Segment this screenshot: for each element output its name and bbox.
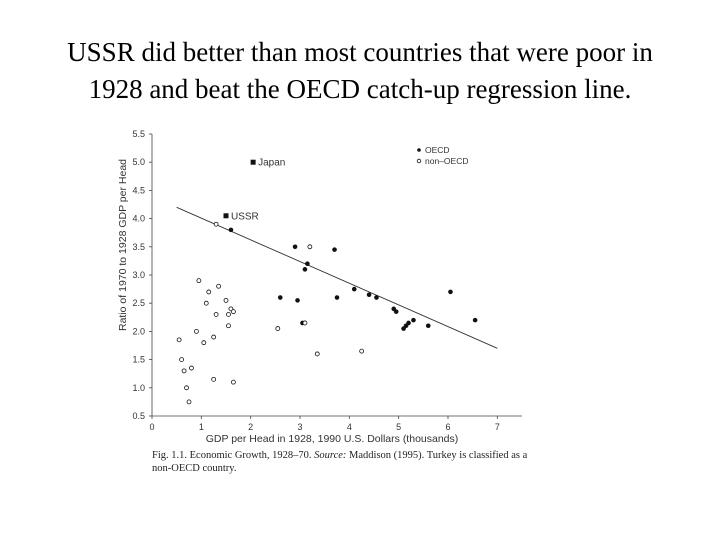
x-tick-label: 5 xyxy=(396,422,401,432)
x-axis-title: GDP per Head in 1928, 1990 U.S. Dollars … xyxy=(206,433,459,445)
ussr-label: USSR xyxy=(231,211,259,222)
y-axis-title: Ratio of 1970 to 1928 GDP per Head xyxy=(117,159,129,331)
y-tick-label: 5.0 xyxy=(132,157,145,167)
non-oecd-point xyxy=(359,348,365,354)
non-oecd-point xyxy=(231,379,236,385)
oecd-point xyxy=(334,295,340,300)
non-oecd-point xyxy=(211,376,217,382)
scatter-chart: 0.5 1.0 1.5 2.0 2.5 3.0 3.5 4.0 4.5 5.0 5.5 0 1 2 3 4 5… xyxy=(117,129,522,445)
oecd-point xyxy=(292,244,298,250)
japan-label: Japan xyxy=(258,158,285,169)
non-oecd-point xyxy=(184,385,189,391)
regression-line xyxy=(176,206,498,349)
non-oecd-point xyxy=(186,399,192,405)
ussr-marker xyxy=(223,213,229,219)
y-tick-label: 4.0 xyxy=(132,214,145,224)
non-oecd-point xyxy=(314,351,320,357)
oecd-point xyxy=(277,295,283,300)
caption-suffix: Maddison (1995). Turkey is classified as… xyxy=(152,450,528,474)
non-oecd-point xyxy=(211,334,217,340)
non-oecd-point xyxy=(226,312,231,317)
oecd-point xyxy=(351,286,357,292)
legend-non-oecd-marker xyxy=(416,158,422,164)
annotations: Japan USSR xyxy=(223,158,285,222)
non-oecd-point xyxy=(179,357,184,363)
non-oecd-point xyxy=(213,312,219,317)
caption-source-label: Source: xyxy=(314,450,347,461)
x-tick-label: 1 xyxy=(199,422,204,432)
slide-title-line-2: 1928 and beat the OECD catch-up regressi… xyxy=(88,74,632,104)
y-tick-label: 4.5 xyxy=(132,185,145,195)
oecd-point xyxy=(406,320,411,326)
oecd-point xyxy=(366,292,372,298)
x-tick-label: 2 xyxy=(248,422,253,432)
oecd-point xyxy=(472,317,478,323)
oecd-point xyxy=(295,298,300,303)
legend-oecd-marker xyxy=(417,148,421,152)
oecd-point xyxy=(411,317,416,323)
non-oecd-point xyxy=(213,221,219,227)
y-tick-label: 0.5 xyxy=(132,411,145,421)
japan-marker xyxy=(250,159,256,165)
x-tick-label: 0 xyxy=(149,422,154,432)
non-oecd-point xyxy=(307,244,313,250)
y-axis-ticks: 0.5 1.0 1.5 2.0 2.5 3.0 3.5 4.0 4.5 5.0 5.5 xyxy=(132,129,152,421)
non-oecd-point xyxy=(201,340,207,346)
y-tick-label: 3.0 xyxy=(132,270,145,280)
legend-non-oecd-label: non–OECD xyxy=(425,156,468,166)
data-points xyxy=(176,221,478,405)
non-oecd-point xyxy=(194,328,199,334)
non-oecd-point xyxy=(231,309,236,315)
non-oecd-point xyxy=(216,283,221,289)
y-tick-label: 1.5 xyxy=(132,355,145,365)
non-oecd-point xyxy=(196,278,202,284)
non-oecd-point xyxy=(181,368,187,374)
axes xyxy=(151,134,522,417)
y-tick-label: 3.5 xyxy=(132,242,145,252)
slide-title: USSR did better than most countries that… xyxy=(20,34,700,108)
oecd-point xyxy=(374,295,379,300)
non-oecd-point xyxy=(203,300,209,306)
oecd-point xyxy=(393,309,399,314)
non-oecd-point xyxy=(275,326,281,331)
oecd-point xyxy=(305,261,310,267)
slide-title-line-1: USSR did better than most countries that… xyxy=(67,37,653,67)
legend-oecd-label: OECD xyxy=(425,145,450,155)
x-axis-ticks: 0 1 2 3 4 5 6 7 xyxy=(149,416,500,432)
non-oecd-point xyxy=(223,297,229,303)
y-tick-label: 5.5 xyxy=(132,129,145,139)
oecd-point xyxy=(425,323,431,329)
y-tick-label: 2.0 xyxy=(132,326,145,336)
oecd-point xyxy=(228,227,234,233)
y-tick-label: 1.0 xyxy=(132,383,145,393)
non-oecd-point xyxy=(176,337,182,343)
figure-caption: Fig. 1.1. Economic Growth, 1928–70. Sour… xyxy=(152,449,542,475)
oecd-point xyxy=(332,247,337,252)
oecd-point xyxy=(448,289,453,295)
x-tick-label: 6 xyxy=(445,422,450,432)
non-oecd-point xyxy=(302,320,308,326)
x-tick-label: 3 xyxy=(297,422,302,432)
x-tick-label: 7 xyxy=(495,422,500,432)
oecd-point xyxy=(302,267,308,272)
caption-prefix: Fig. 1.1. Economic Growth, 1928–70. xyxy=(152,450,315,461)
regression-line-group xyxy=(176,206,498,349)
x-tick-label: 4 xyxy=(347,422,352,432)
non-oecd-point xyxy=(189,365,194,371)
non-oecd-point xyxy=(206,289,212,295)
y-tick-label: 2.5 xyxy=(132,298,145,308)
non-oecd-point xyxy=(226,323,231,329)
